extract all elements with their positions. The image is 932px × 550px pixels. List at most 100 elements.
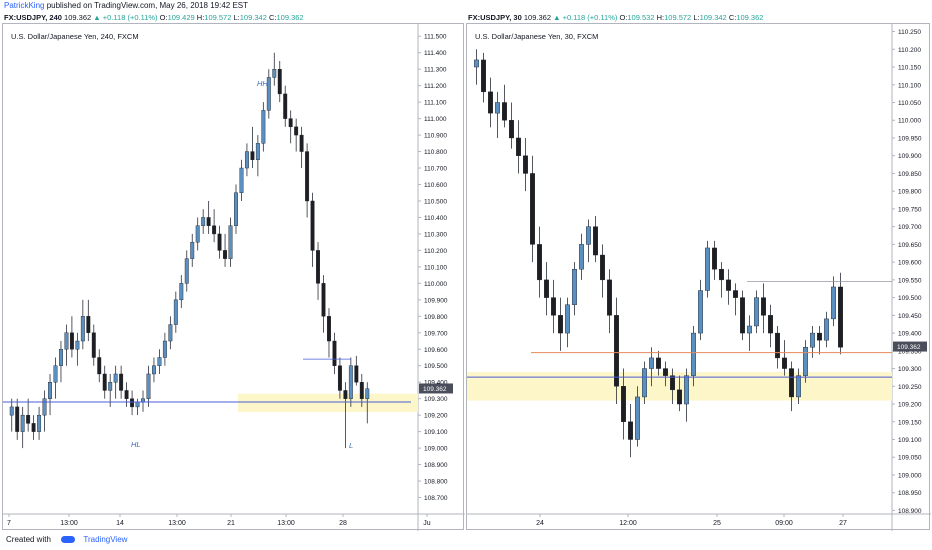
candle [305, 151, 310, 202]
candle [551, 297, 556, 316]
chart-panel-30[interactable]: 110.250 110.200 110.150 110.100 110.050 110.0… [466, 23, 931, 531]
x-tick-label: 25 [713, 520, 721, 527]
y-tick-label: 109.300 [424, 396, 448, 403]
candle [817, 332, 822, 341]
candle [670, 375, 675, 391]
candle [502, 102, 507, 121]
candle [684, 375, 689, 405]
candle [321, 283, 326, 317]
y-tick-label: 110.000 [424, 281, 447, 288]
symbol-label[interactable]: FX:USDJPY, 30 [468, 13, 522, 22]
y-tick-label: 109.200 [898, 402, 922, 409]
candle [168, 324, 173, 342]
y-tick-label: 110.400 [424, 215, 447, 222]
x-tick-label: Ju [423, 520, 431, 527]
candle [698, 290, 703, 334]
candle [649, 357, 654, 369]
y-tick-label: 109.200 [424, 413, 448, 420]
y-tick-label: 109.100 [424, 429, 448, 436]
candle [656, 357, 661, 369]
candle [768, 315, 773, 334]
y-tick-label: 109.700 [898, 224, 922, 231]
y-tick-label: 111.100 [424, 100, 447, 107]
candle [810, 332, 815, 348]
y-tick-label: 110.250 [898, 29, 921, 36]
last-price-label: 109.362 [897, 344, 921, 351]
candle [48, 382, 52, 399]
author-link[interactable]: PatrickKing [4, 1, 45, 10]
candle [831, 286, 836, 320]
candle [558, 315, 563, 334]
candle [537, 244, 542, 281]
candle [495, 102, 500, 114]
candle [162, 340, 167, 358]
tradingview-link[interactable]: TradingView [83, 535, 128, 544]
publish-info: published on TradingView.com, May 26, 20… [46, 1, 249, 10]
y-tick-label: 109.100 [898, 437, 922, 444]
low-value: 109.342 [239, 13, 267, 22]
candle [719, 269, 724, 281]
candle [201, 217, 206, 226]
created-with-label: Created with [6, 535, 51, 544]
candle [124, 390, 129, 399]
candle [803, 347, 808, 376]
y-tick-label: 109.800 [424, 314, 448, 321]
candle [228, 225, 233, 259]
chart-240-svg[interactable]: 111.500 111.400 111.300 111.200 111.100 111.0… [3, 24, 465, 531]
candle [343, 390, 348, 399]
candle [621, 386, 626, 422]
candle [86, 316, 91, 333]
y-tick-label: 109.650 [898, 242, 922, 249]
chart-panel-240[interactable]: 111.500 111.400 111.300 111.200 111.100 111.0… [2, 23, 465, 531]
y-tick-label: 108.800 [424, 479, 448, 486]
candle [348, 365, 353, 399]
candle [600, 254, 605, 281]
symbol-label[interactable]: FX:USDJPY, 240 [4, 13, 62, 22]
y-tick-label: 110.050 [898, 100, 921, 107]
footer: Created with TradingView [0, 530, 932, 550]
support-zone [238, 393, 418, 412]
candle [824, 318, 829, 341]
candle [31, 423, 36, 432]
candle [782, 357, 787, 369]
candle [565, 304, 570, 334]
candle [327, 316, 331, 342]
candle [530, 173, 535, 245]
candle [212, 225, 217, 235]
x-tick-label: 21 [227, 520, 235, 527]
candle [523, 155, 528, 174]
candle [332, 340, 337, 366]
candle [838, 286, 843, 348]
candle [488, 91, 493, 114]
candle [239, 167, 244, 193]
x-tick-label: 7 [7, 520, 11, 527]
y-tick-label: 110.500 [424, 198, 447, 205]
candle [102, 373, 107, 391]
candle [294, 126, 299, 136]
y-tick-label: 110.300 [424, 231, 447, 238]
candle [223, 250, 228, 259]
candle [705, 247, 710, 291]
publish-header: PatrickKing published on TradingView.com… [0, 0, 932, 12]
candle [775, 332, 780, 359]
candle [516, 137, 521, 156]
x-tick-label: 27 [839, 520, 847, 527]
y-tick-label: 111.300 [424, 67, 447, 74]
candle [277, 68, 282, 95]
candle [266, 77, 271, 111]
chart-30-svg[interactable]: 110.250 110.200 110.150 110.100 110.050 110.0… [467, 24, 931, 531]
x-tick-label: 28 [339, 520, 347, 527]
candle [614, 315, 619, 387]
candle [288, 118, 293, 128]
y-tick-label: 109.150 [898, 419, 922, 426]
candle [359, 382, 364, 399]
candle [37, 414, 42, 432]
y-tick-label: 108.700 [424, 495, 448, 502]
y-tick-label: 109.600 [898, 260, 922, 267]
last-price: 109.362 [523, 13, 551, 22]
open-value: 109.532 [627, 13, 655, 22]
candle [733, 290, 738, 298]
candle [691, 332, 696, 376]
x-tick-label: 09:00 [775, 520, 793, 527]
chart-title: U.S. Dollar/Japanese Yen, 240, FXCM [11, 32, 139, 41]
